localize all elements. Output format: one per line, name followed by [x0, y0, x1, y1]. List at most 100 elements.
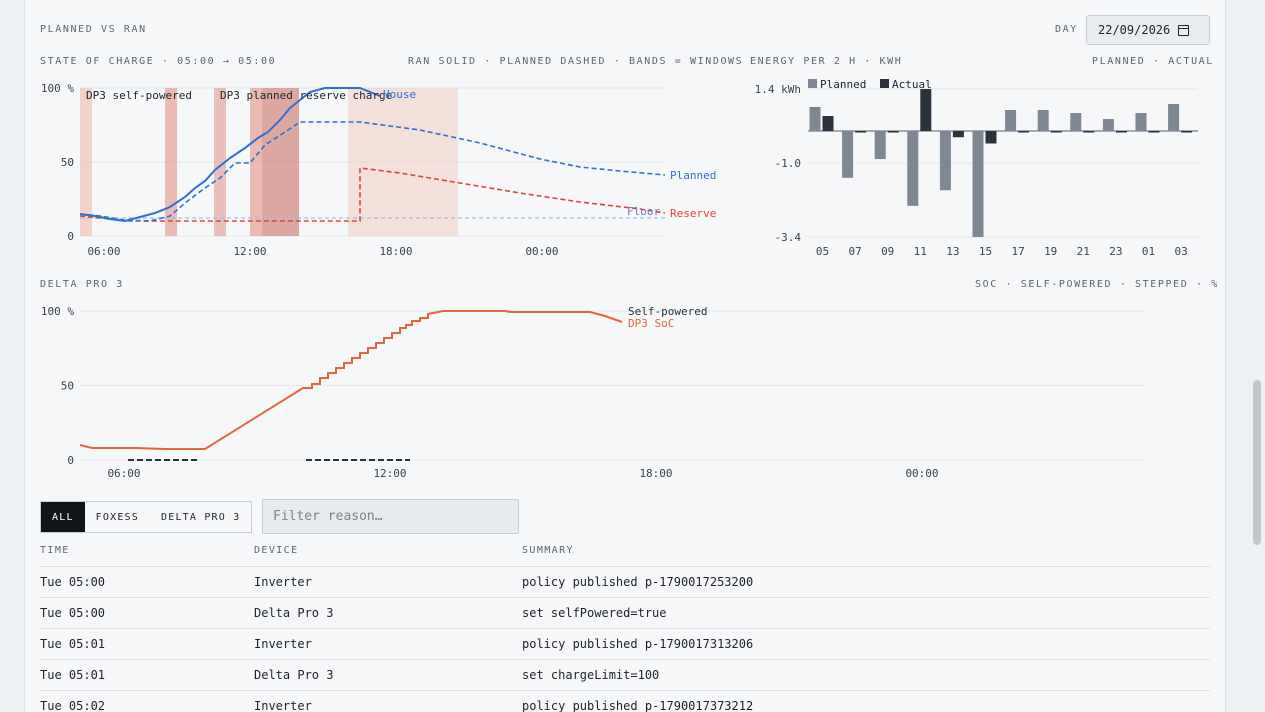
- row-summary: set chargeLimit=100: [522, 668, 660, 682]
- energy-bar-planned: [842, 131, 854, 178]
- energy-bar-actual: [1050, 131, 1062, 133]
- energy-bar-planned: [1102, 119, 1114, 131]
- energy-chart-legend-caption: PLANNED · ACTUAL: [1092, 56, 1214, 67]
- soc-chart-caption: STATE OF CHARGE · 05:00 → 05:00: [40, 56, 277, 67]
- legend-label-actual: Actual: [892, 78, 932, 91]
- soc-band-label: DP3 planned reserve charge: [220, 89, 392, 102]
- energy-bar-planned: [1070, 113, 1082, 131]
- soc-reserve-line: [79, 167, 666, 222]
- energy-bar-planned: [809, 107, 821, 131]
- energy-bar-planned: [1135, 113, 1147, 131]
- energy-bar-planned: [1168, 104, 1180, 131]
- day-date-input[interactable]: 22/09/2026: [1086, 15, 1210, 45]
- row-summary: policy published p-1790017373212: [522, 699, 754, 712]
- energy-x-tick: 07: [848, 245, 861, 258]
- soc-window-band: [80, 88, 92, 236]
- dp3-chart-legend-caption: SOC · SELF-POWERED · STEPPED · %: [975, 279, 1219, 290]
- energy-bar-actual: [952, 131, 964, 138]
- row-time: Tue 05:01: [40, 637, 106, 651]
- energy-bar-actual: [920, 89, 932, 131]
- soc-y-tick: 0: [67, 230, 74, 243]
- table-row[interactable]: Tue 05:01 Delta Pro 3 set chargeLimit=10…: [40, 659, 1210, 690]
- device-filter-tabs: ALL FOXESS DELTA PRO 3: [40, 501, 253, 533]
- energy-x-tick: 15: [979, 245, 992, 258]
- soc-chart-legend-caption: RAN SOLID · PLANNED DASHED · BANDS = WIN…: [408, 56, 744, 67]
- soc-window-band: [165, 88, 177, 236]
- row-time: Tue 05:00: [40, 575, 106, 589]
- energy-chart: 1.4 kWh -1.0 -3.4 05 07 09 11 13 15 17 19 21 23 01 03 P…: [755, 78, 1198, 258]
- energy-bar-planned: [874, 131, 886, 160]
- energy-y-tick: 1.4 kWh: [755, 83, 801, 96]
- dp3-series-label-soc: DP3 SoC: [628, 317, 674, 330]
- dp3-y-tick: 100 %: [41, 305, 74, 318]
- energy-bar-actual: [1083, 131, 1095, 133]
- tab-all[interactable]: ALL: [41, 502, 85, 532]
- energy-bar-actual: [1115, 131, 1127, 133]
- soc-series-label-reserve: Reserve: [670, 207, 716, 220]
- soc-window-band: [348, 88, 458, 236]
- legend-label-planned: Planned: [820, 78, 866, 91]
- energy-bar-planned: [1037, 110, 1049, 131]
- energy-bar-actual: [855, 131, 867, 133]
- energy-x-tick: 17: [1011, 245, 1024, 258]
- panel-title: PLANNED VS RAN: [40, 24, 147, 35]
- row-time: Tue 05:01: [40, 668, 106, 682]
- column-header-summary: SUMMARY: [522, 545, 574, 556]
- row-device: Delta Pro 3: [254, 606, 334, 620]
- energy-y-tick: -3.4: [775, 231, 802, 244]
- soc-window-band: [250, 88, 262, 236]
- dp3-chart: 100 % 50 0 06:00 12:00 18:00 00:00 Self-powered…: [41, 305, 1145, 480]
- row-device: Inverter: [254, 637, 312, 651]
- dp3-soc-line: [79, 310, 623, 450]
- dp3-y-tick: 50: [61, 380, 74, 393]
- table-row[interactable]: Tue 05:01 Inverter policy published p-17…: [40, 628, 1210, 659]
- dp3-chart-caption: DELTA PRO 3: [40, 279, 124, 290]
- soc-house-line: [79, 87, 381, 223]
- energy-x-tick: 03: [1174, 245, 1187, 258]
- soc-x-tick: 18:00: [379, 245, 412, 258]
- legend-swatch-actual: [880, 79, 889, 88]
- energy-bar-actual: [822, 116, 834, 131]
- tab-foxess[interactable]: FOXESS: [95, 511, 139, 523]
- row-time: Tue 05:00: [40, 606, 106, 620]
- row-device: Inverter: [254, 575, 312, 589]
- calendar-icon[interactable]: [1178, 24, 1190, 36]
- soc-series-label-house: House: [383, 88, 416, 101]
- table-row[interactable]: Tue 05:00 Delta Pro 3 set selfPowered=tr…: [40, 597, 1210, 628]
- soc-y-tick: 100 %: [41, 82, 74, 95]
- row-summary: policy published p-1790017313206: [522, 637, 754, 651]
- soc-window-band: [214, 88, 226, 236]
- day-label: DAY: [1055, 24, 1078, 35]
- table-row[interactable]: Tue 05:02 Inverter policy published p-17…: [40, 690, 1210, 712]
- tab-delta-pro-3[interactable]: DELTA PRO 3: [161, 511, 241, 523]
- soc-chart: 100 % 50 0 06:00 12:00 18:00 00:00 DP3 self-pow…: [41, 82, 716, 258]
- soc-band-label: DP3 self-powered: [86, 89, 192, 102]
- soc-x-tick: 12:00: [233, 245, 266, 258]
- filter-reason-input[interactable]: [262, 499, 519, 534]
- energy-x-tick: 21: [1077, 245, 1090, 258]
- table-row[interactable]: Tue 05:00 Inverter policy published p-17…: [40, 566, 1210, 597]
- energy-bar-actual: [1181, 131, 1193, 133]
- column-header-device: DEVICE: [254, 545, 299, 556]
- energy-x-tick: 01: [1142, 245, 1155, 258]
- row-summary: set selfPowered=true: [522, 606, 667, 620]
- energy-x-tick: 05: [816, 245, 829, 258]
- energy-bar-actual: [1148, 131, 1160, 133]
- legend-swatch-planned: [808, 79, 817, 88]
- dp3-x-tick: 18:00: [639, 467, 672, 480]
- energy-bar-planned: [907, 131, 919, 206]
- dp3-x-tick: 12:00: [373, 467, 406, 480]
- soc-x-tick: 00:00: [525, 245, 558, 258]
- energy-bar-actual: [985, 131, 997, 144]
- energy-bar-actual: [887, 131, 899, 133]
- energy-x-tick: 23: [1109, 245, 1122, 258]
- energy-bar-actual: [1018, 131, 1030, 133]
- row-summary: policy published p-1790017253200: [522, 575, 754, 589]
- page-scrollbar[interactable]: [1253, 380, 1261, 545]
- row-device: Delta Pro 3: [254, 668, 334, 682]
- energy-x-tick: 11: [914, 245, 927, 258]
- energy-chart-caption: ENERGY PER 2 H · KWH: [750, 56, 903, 67]
- day-value: 22/09/2026: [1098, 23, 1171, 37]
- dp3-x-tick: 00:00: [905, 467, 938, 480]
- energy-bar-planned: [972, 131, 984, 237]
